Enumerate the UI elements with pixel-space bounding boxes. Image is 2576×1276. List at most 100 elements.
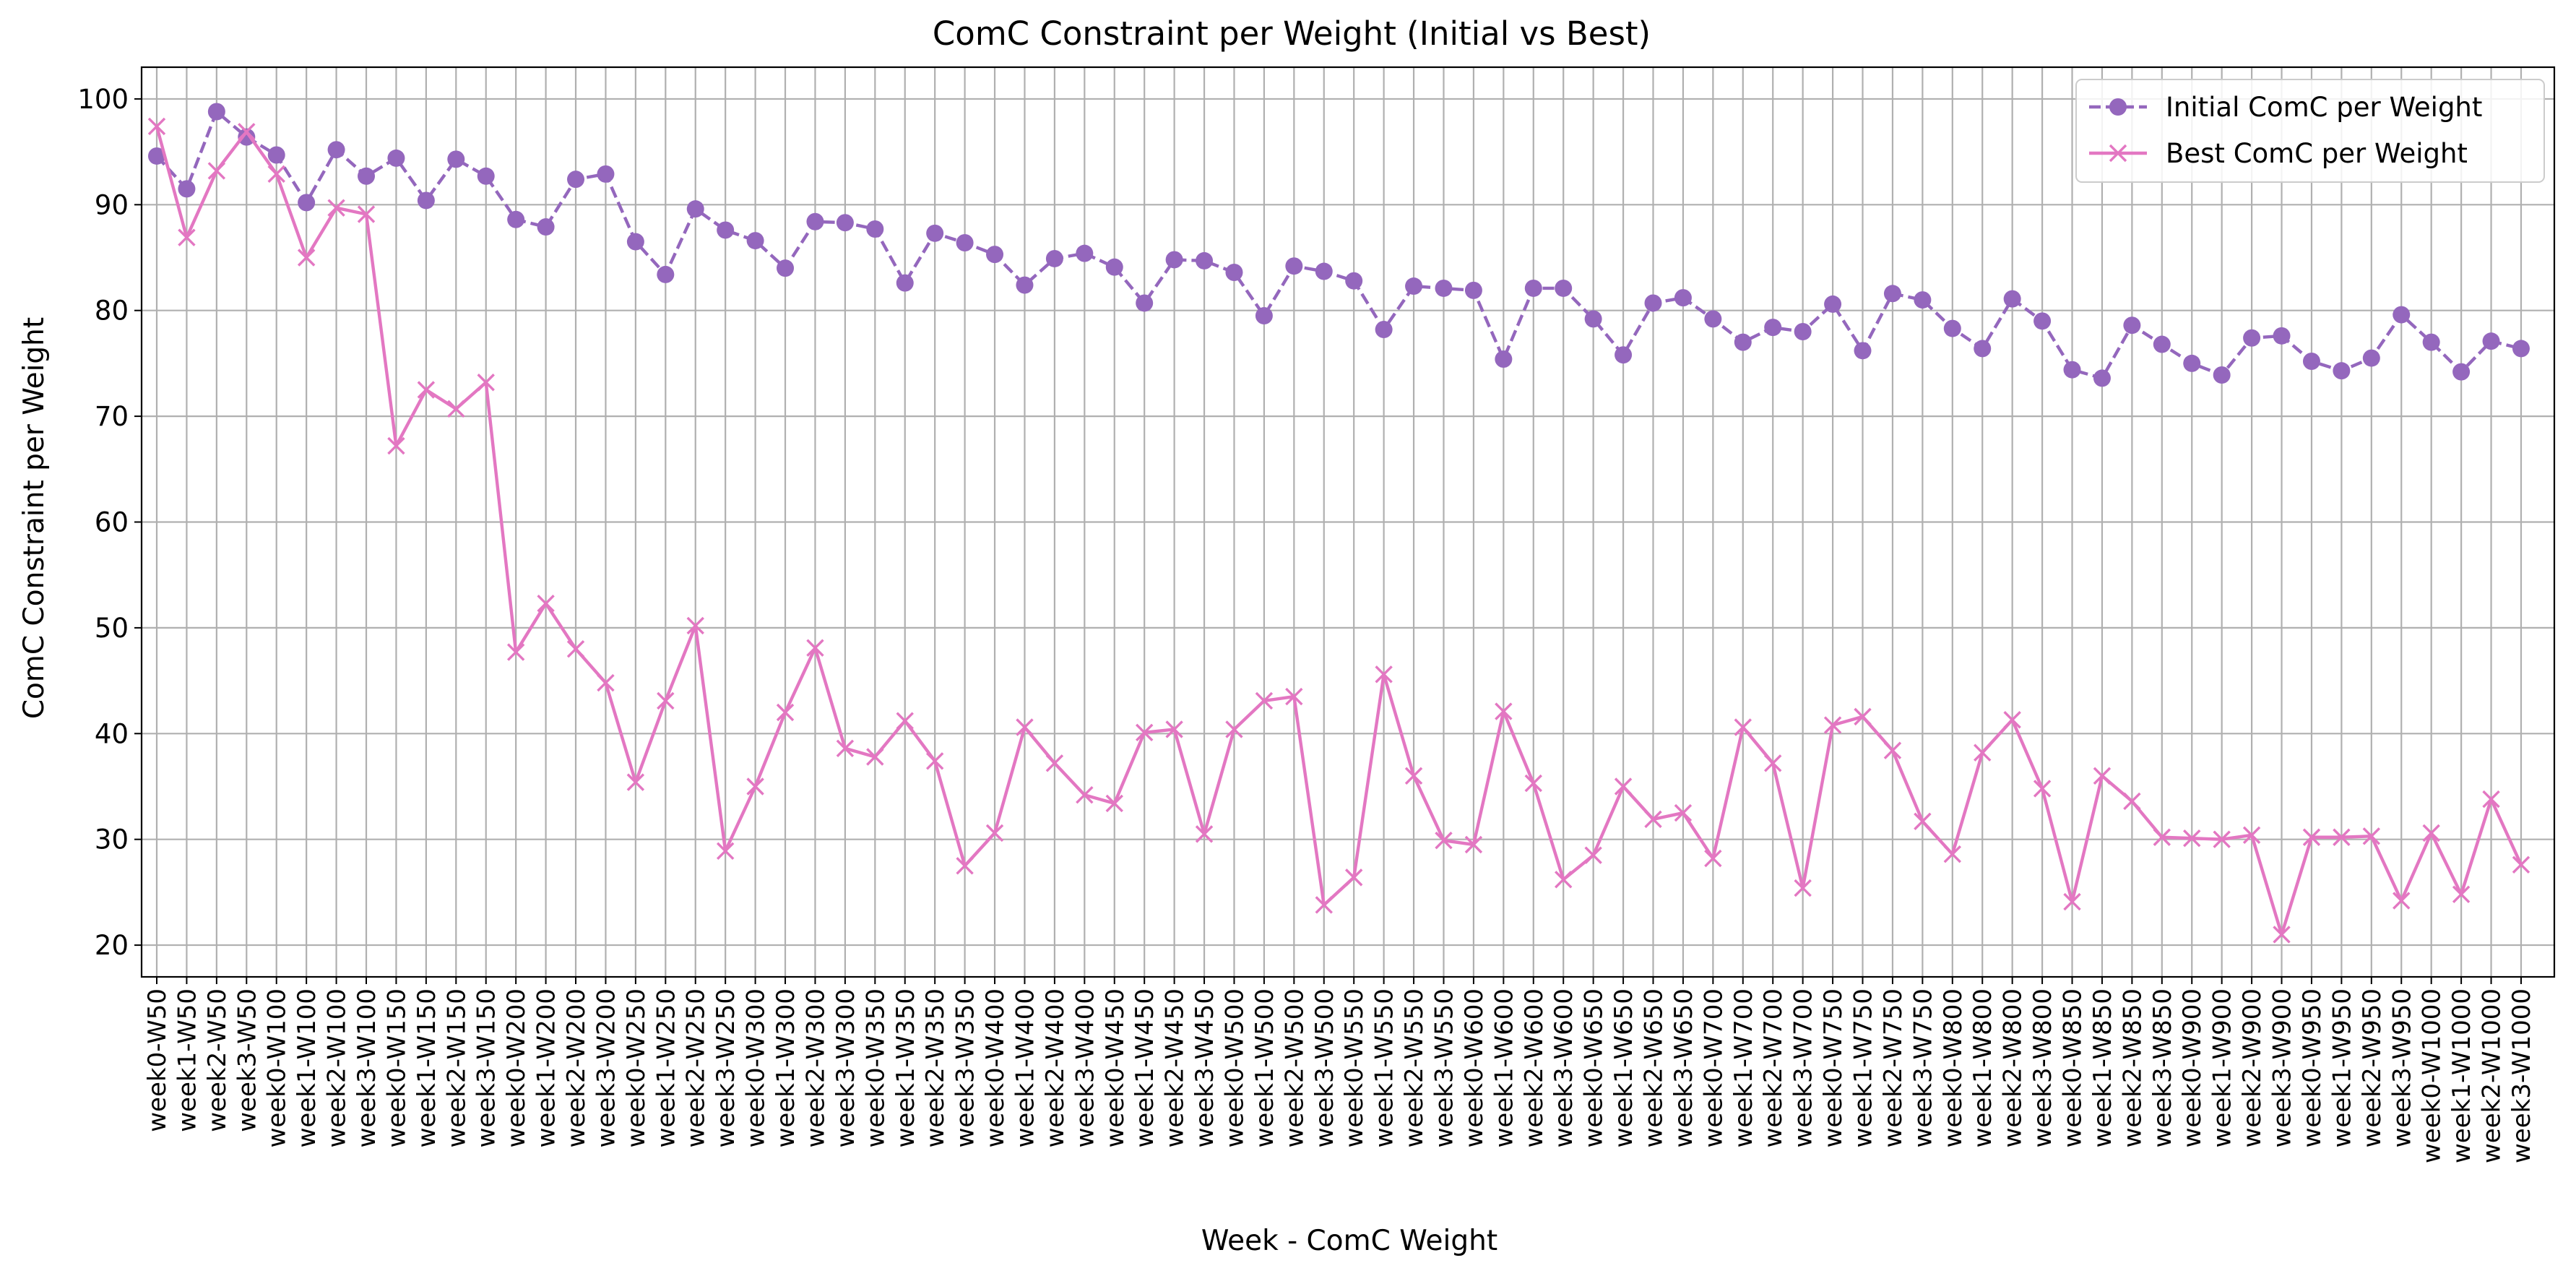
x-tick-label: week0-W250 [622,988,651,1147]
data-point [925,752,944,770]
data-point [1464,281,1482,299]
data-point [2422,333,2440,351]
data-point [956,857,974,875]
data-point [178,228,196,246]
x-tick-label: week0-W750 [1819,988,1848,1147]
data-point [327,199,345,217]
x-tick-label: week0-W50 [143,988,172,1132]
x-tick-label: week0-W550 [1340,988,1369,1147]
data-point [477,167,495,185]
x-tick-label: week2-W950 [2358,988,2387,1147]
data-point [1345,272,1363,290]
data-point [686,200,704,218]
x-tick-label: week2-W600 [1520,988,1549,1147]
x-tick-label: week0-W100 [263,988,292,1147]
data-point [2512,855,2530,874]
x-tick-label: week0-W500 [1220,988,1249,1147]
x-tick-label: week3-W400 [1071,988,1099,1147]
data-point [1016,718,1034,736]
x-tick-label: week0-W600 [1460,988,1489,1147]
x-tick-label: week1-W550 [1370,988,1399,1147]
x-tick-label: week1-W700 [1729,988,1758,1147]
data-point [1404,767,1423,785]
data-point [2063,361,2081,379]
legend-marker [2109,98,2127,116]
data-point [1883,741,1902,759]
legend: Initial ComC per Weight Best ComC per Wei… [2075,79,2545,183]
x-tick-label: week2-W450 [1161,988,1190,1147]
legend-item: Best ComC per Weight [2089,138,2468,169]
x-tick-label: week1-W750 [1849,988,1878,1147]
y-axis-label: ComC Constraint per Weight [18,317,51,719]
data-point [1045,754,1064,772]
data-point [566,639,585,658]
data-point [2213,830,2231,848]
x-tick-label: week2-W200 [562,988,591,1147]
y-tick-label: 30 [95,824,129,855]
x-axis-label: Week - ComC Weight [1201,1225,1497,1257]
data-point [2063,892,2081,911]
data-point [178,180,196,198]
data-point [806,212,824,230]
data-point [238,123,256,141]
data-point [267,165,285,184]
x-tick-label: week3-W950 [2387,988,2416,1147]
chart-title: ComC Constraint per Weight (Initial vs B… [933,14,1651,53]
legend-box [2075,79,2545,183]
y-tick-label: 60 [95,507,129,538]
data-point [267,146,285,164]
data-point [2003,290,2021,308]
x-tick-label: week3-W600 [1550,988,1578,1147]
x-tick-label: week2-W400 [1041,988,1070,1147]
data-point [1614,777,1633,796]
data-point [387,149,405,167]
data-point [1764,319,1782,337]
x-tick-label: week3-W800 [2028,988,2057,1147]
x-tick-label: week0-W900 [2178,988,2207,1147]
data-point [1883,285,1901,303]
data-point [777,259,795,277]
data-point [1196,251,1214,270]
data-point [2033,780,2052,798]
data-point [1794,879,1812,897]
data-point [506,643,525,661]
data-point [1704,310,1722,328]
data-point [1435,279,1453,297]
data-point [2362,827,2381,845]
data-point [657,691,675,710]
data-point [1285,687,1303,706]
data-point [597,165,615,183]
x-tick-label: week2-W650 [1640,988,1669,1147]
x-tick-label: week0-W950 [2298,988,2327,1147]
data-point [926,224,944,242]
legend-marker [2109,144,2127,163]
x-tick-label: week3-W850 [2148,988,2177,1147]
data-point [657,265,675,283]
data-point [1225,264,1243,282]
data-point [507,210,525,228]
data-point [686,616,704,635]
data-point [1794,322,1812,340]
data-point [626,233,644,251]
data-point [806,639,824,657]
x-tick-label: week3-W150 [472,988,501,1147]
data-point [866,220,884,238]
x-tick-label: week2-W250 [682,988,711,1147]
x-tick-label: week0-W800 [1939,988,1968,1147]
data-point [148,147,165,165]
series-best-comc-per-weight [147,117,2530,944]
x-tick-label: week3-W1000 [2507,988,2536,1163]
legend-label: Best ComC per Weight [2166,138,2468,169]
data-point [896,712,914,730]
data-point [1255,691,1274,710]
data-point [1165,251,1183,269]
data-point [2273,926,2291,944]
data-point [1615,346,1633,364]
axes: week0-W50 week1-W50 week2-W50 week3-W50 week… [77,84,2536,1163]
x-tick-label: week0-W650 [1580,988,1609,1147]
data-point [2123,316,2141,335]
x-tick-label: week0-W400 [981,988,1010,1147]
data-point [1734,718,1752,736]
